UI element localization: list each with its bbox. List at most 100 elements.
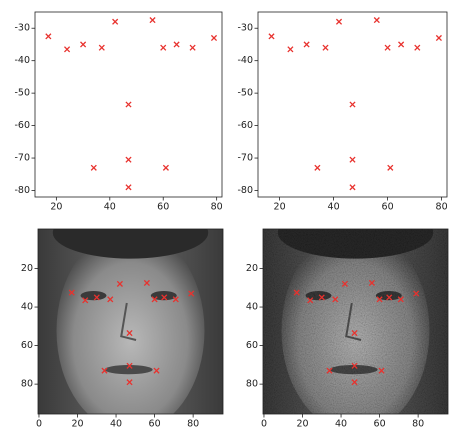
- x-tick-label: 40: [335, 419, 347, 430]
- keypoint: [126, 379, 133, 386]
- face: [56, 229, 205, 414]
- keypoint: [373, 17, 380, 24]
- y-tick-label: 40: [21, 302, 33, 313]
- keypoint: [151, 296, 158, 303]
- keypoint: [153, 367, 160, 374]
- x-tick-label: 20: [296, 419, 308, 430]
- keypoint: [398, 41, 405, 48]
- y-tick-label: -80: [14, 185, 30, 196]
- x-tick-label: 0: [261, 419, 267, 430]
- keypoint: [93, 294, 100, 301]
- keypoint: [68, 289, 75, 296]
- x-tick-label: 60: [374, 419, 386, 430]
- x-tick-label: 40: [328, 202, 340, 213]
- keypoint: [413, 290, 420, 297]
- keypoint: [293, 289, 300, 296]
- keypoint: [322, 44, 329, 51]
- y-tick-label: -40: [14, 55, 30, 66]
- axes-frame: [262, 228, 449, 415]
- keypoint: [116, 280, 123, 287]
- y-tick-label: -70: [237, 153, 253, 164]
- x-tick-label: 80: [211, 202, 223, 213]
- keypoint: [45, 33, 52, 40]
- x-tick-label: 60: [157, 202, 169, 213]
- keypoint: [90, 164, 97, 171]
- x-tick-label: 20: [274, 202, 286, 213]
- panel: 0 20 40 60 80 20 40 60 80: [246, 228, 449, 430]
- keypoint: [318, 294, 325, 301]
- panel: 20 40 60 80 -30 -40 -50 -60 -70 -80: [237, 11, 448, 213]
- keypoint: [125, 156, 132, 163]
- x-tick-label: 80: [412, 419, 424, 430]
- x-tick-label: 20: [71, 419, 83, 430]
- panel: 20 40 60 80 -30 -40 -50 -60 -70 -80: [14, 11, 223, 213]
- keypoint: [335, 18, 343, 25]
- y-tick-label: -60: [237, 120, 253, 131]
- keypoint: [112, 18, 119, 25]
- keypoint: [63, 46, 71, 53]
- y-tick-label: -50: [14, 88, 30, 99]
- axes-frame: [37, 228, 224, 415]
- x-tick-label: 40: [104, 202, 116, 213]
- x-tick-label: 20: [50, 202, 62, 213]
- keypoint: [268, 33, 275, 40]
- keypoint: [125, 101, 132, 108]
- x-tick-label: 0: [36, 419, 42, 430]
- y-tick-label: 60: [246, 340, 258, 351]
- keypoint: [126, 362, 133, 369]
- y-tick-label: 40: [246, 302, 258, 313]
- keypoint: [341, 280, 348, 287]
- axes-frame: [34, 11, 223, 198]
- keypoint: [101, 367, 108, 374]
- keypoint: [387, 164, 394, 171]
- keypoint: [162, 164, 169, 171]
- y-tick-label: -80: [237, 185, 253, 196]
- keypoint: [173, 41, 180, 48]
- hair: [277, 229, 434, 259]
- keypoint: [82, 297, 89, 304]
- y-tick-label: 80: [21, 379, 33, 390]
- keypoint: [172, 296, 179, 303]
- y-tick-label: -40: [237, 55, 253, 66]
- y-tick-label: 60: [21, 340, 33, 351]
- face-image: [263, 229, 448, 414]
- keypoint: [98, 44, 105, 51]
- hair: [52, 229, 209, 259]
- x-tick-label: 80: [187, 419, 199, 430]
- eye: [150, 290, 177, 301]
- y-tick-label: -60: [14, 120, 30, 131]
- mouth: [329, 364, 378, 375]
- axes-frame: [257, 11, 448, 198]
- y-tick-label: 80: [246, 379, 258, 390]
- y-tick-label: -50: [237, 88, 253, 99]
- x-tick-label: 40: [110, 419, 122, 430]
- keypoint: [435, 34, 442, 42]
- keypoint: [188, 290, 195, 297]
- x-tick-label: 60: [382, 202, 394, 213]
- x-tick-label: 80: [436, 202, 448, 213]
- keypoint: [351, 330, 358, 337]
- face: [281, 229, 430, 414]
- nose: [120, 302, 137, 341]
- keypoint: [376, 296, 383, 303]
- keypoint: [107, 296, 114, 303]
- keypoint: [326, 367, 333, 374]
- keypoint: [125, 184, 132, 191]
- panel: 0 20 40 60 80 20 40 60 80: [21, 228, 224, 430]
- y-tick-label: -30: [237, 23, 253, 34]
- keypoint: [303, 41, 310, 48]
- keypoint: [149, 17, 156, 24]
- y-tick-label: -30: [14, 23, 30, 34]
- y-tick-label: 20: [246, 263, 258, 274]
- keypoint: [161, 294, 168, 301]
- face-image: [38, 229, 223, 414]
- keypoint: [351, 379, 358, 386]
- keypoint: [287, 46, 294, 53]
- keypoint: [189, 44, 196, 51]
- keypoint: [414, 44, 421, 51]
- keypoint: [332, 296, 339, 303]
- mouth: [104, 364, 153, 375]
- keypoint: [80, 41, 87, 48]
- y-tick-label: 20: [21, 263, 33, 274]
